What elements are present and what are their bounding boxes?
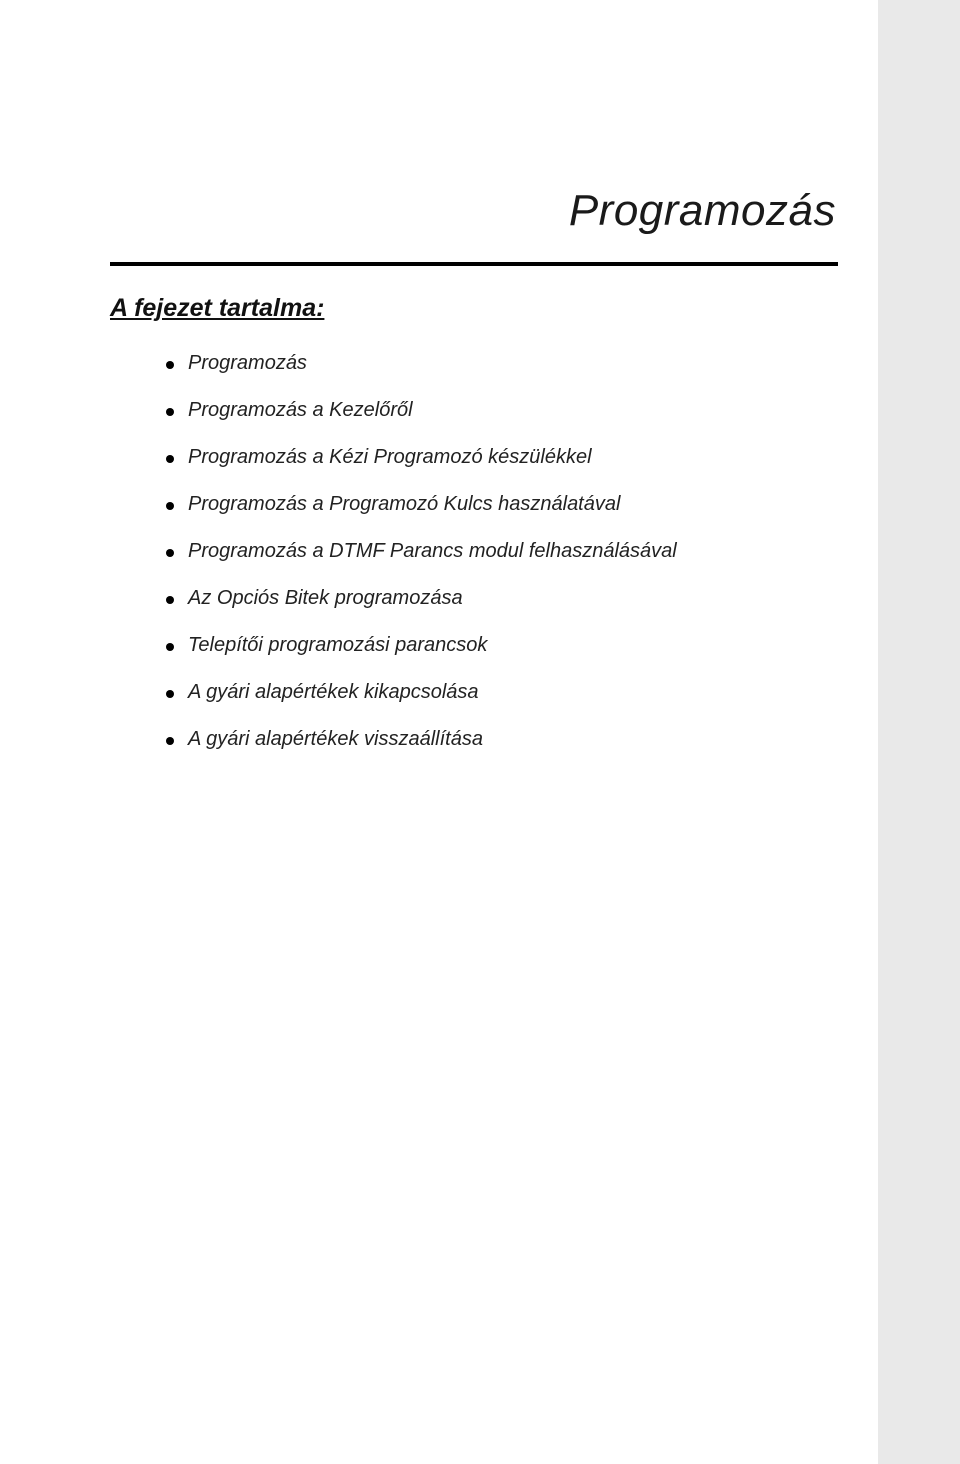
toc-item: Programozás a Programozó Kulcs használat… bbox=[166, 492, 838, 517]
toc-item: Telepítői programozási parancsok bbox=[166, 633, 838, 658]
toc-item: Programozás a Kézi Programozó készülékke… bbox=[166, 445, 838, 470]
toc-item: Programozás a DTMF Parancs modul felhasz… bbox=[166, 539, 838, 564]
title-rule bbox=[110, 262, 838, 266]
page-content: Programozás A fejezet tartalma: Programo… bbox=[0, 0, 878, 752]
toc-item: Programozás bbox=[166, 351, 838, 376]
side-tab-strip bbox=[878, 0, 960, 1464]
document-page: Programozás A fejezet tartalma: Programo… bbox=[0, 0, 878, 1464]
toc-item: A gyári alapértékek kikapcsolása bbox=[166, 680, 838, 705]
toc-heading: A fejezet tartalma: bbox=[110, 294, 838, 323]
toc-item: A gyári alapértékek visszaállítása bbox=[166, 727, 838, 752]
toc-item: Az Opciós Bitek programozása bbox=[166, 586, 838, 611]
toc-list: Programozás Programozás a Kezelőről Prog… bbox=[110, 351, 838, 752]
toc-item: Programozás a Kezelőről bbox=[166, 398, 838, 423]
chapter-title: Programozás bbox=[110, 0, 838, 236]
